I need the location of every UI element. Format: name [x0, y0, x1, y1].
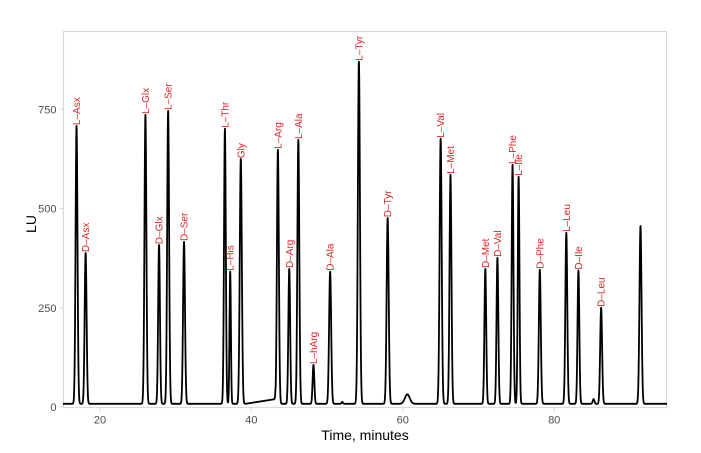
peak-label: D–Asx: [81, 223, 92, 252]
peak-label: L–Thr: [220, 101, 231, 128]
y-tick-label: 500: [38, 204, 56, 216]
peak-label: L–Met: [446, 146, 457, 174]
y-tick-label: 750: [38, 104, 56, 116]
peak-label: L–His: [226, 245, 237, 271]
peak-label: D–Met: [481, 238, 492, 268]
y-axis-title: LU: [23, 215, 39, 233]
peak-label: L–Ala: [294, 113, 305, 139]
peak-label: D–Arg: [285, 240, 296, 268]
peak-label: D–Phe: [535, 238, 546, 269]
peak-label: D–Ala: [326, 243, 337, 271]
peak-label: L–Phe: [508, 135, 519, 164]
peak-label: D–Tyr: [383, 190, 394, 217]
peak-label: L–hArg: [309, 332, 320, 364]
peak-label: L–Arg: [273, 122, 284, 149]
peak-label: L–Tyr: [354, 35, 365, 61]
peak-label: D–Ile: [574, 246, 585, 270]
x-tick-label: 80: [548, 415, 560, 427]
peak-labels: L–Asx D–Asx L–Glx D–Glx L–Ser D–Ser L–Thr L–His…: [72, 35, 608, 364]
x-tick-label: 40: [245, 415, 257, 427]
peak-label: D–Glx: [155, 216, 166, 244]
peak-label: L–Asx: [72, 97, 83, 125]
peak-label: D–Leu: [597, 277, 608, 306]
peak-label: L–Ile: [514, 154, 525, 176]
y-tick-label: 250: [38, 303, 56, 315]
x-axis-title: Time, minutes: [321, 427, 408, 443]
x-tick-label: 60: [397, 415, 409, 427]
y-axis: 0 250 500 750: [38, 104, 64, 414]
peak-label: L–Glx: [141, 88, 152, 114]
peak-label: L–Leu: [562, 204, 573, 232]
x-axis: 20 40 60 80: [94, 407, 560, 427]
peak-label: D–Ser: [180, 212, 191, 241]
peak-label: D–Val: [493, 230, 504, 257]
peak-label: Gly: [236, 143, 247, 158]
y-tick-label: 0: [50, 402, 56, 414]
peak-label: L–Val: [436, 113, 447, 138]
x-tick-label: 20: [94, 415, 106, 427]
plot-panel: [62, 30, 668, 409]
peak-label: L–Ser: [164, 83, 175, 110]
chromatogram-trace: [62, 60, 668, 405]
